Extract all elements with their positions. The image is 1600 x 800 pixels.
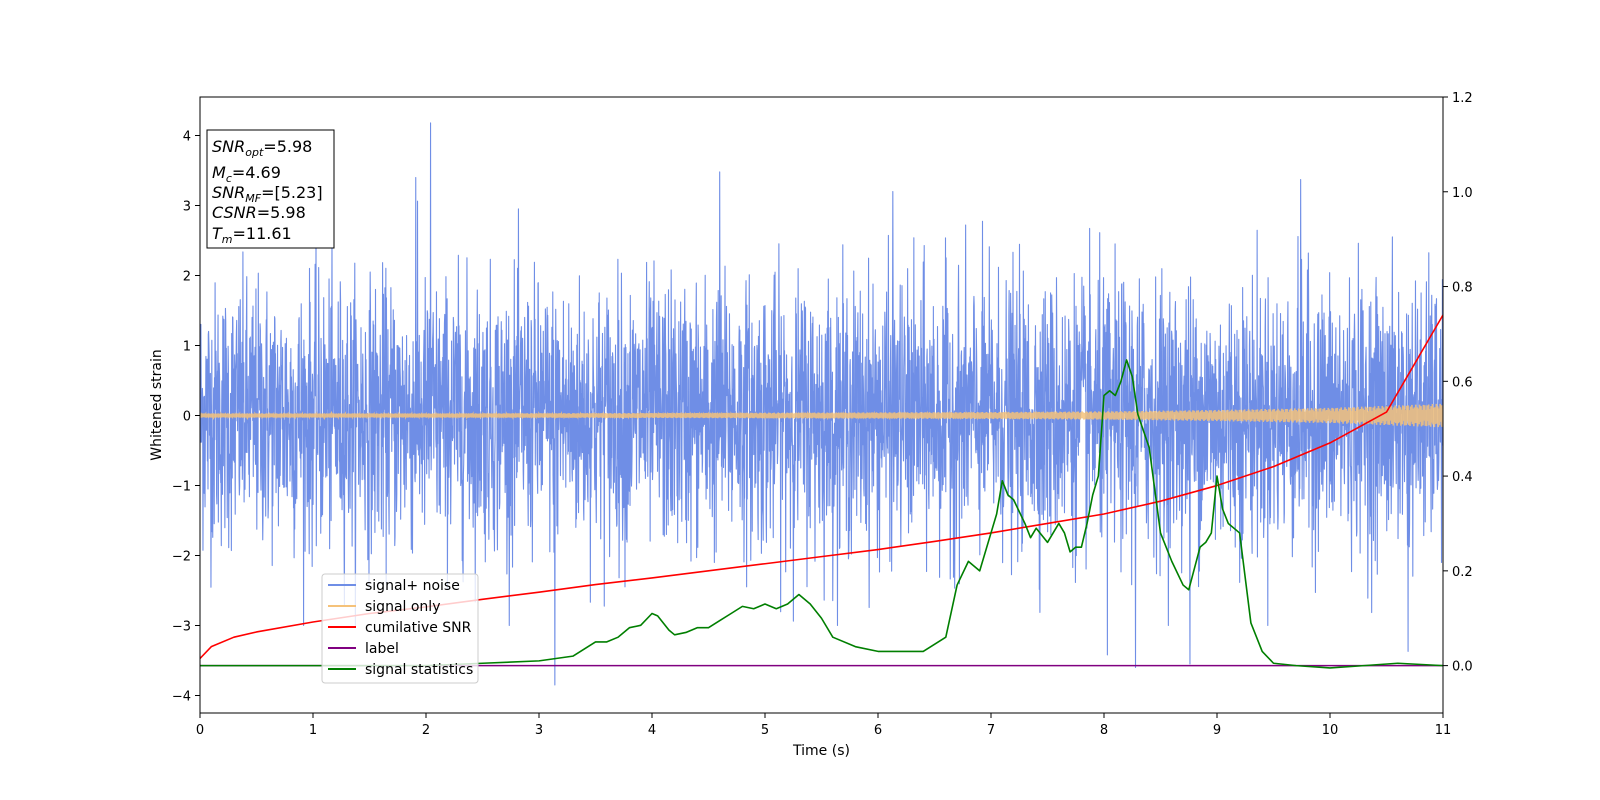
x-tick-label: 4 (648, 723, 656, 738)
x-tick-label: 11 (1435, 723, 1452, 738)
x-axis-label: Time (s) (792, 743, 850, 759)
y-left-tick-label: 1 (183, 340, 191, 355)
y-left-tick-label: −2 (172, 550, 191, 565)
y-left-tick-label: −3 (172, 620, 191, 635)
info-symbol: SNR (212, 183, 245, 202)
info-symbol: SNR (212, 137, 245, 156)
info-line: CSNR=5.98 (212, 203, 306, 222)
y-right-tick-label: 0.2 (1452, 565, 1473, 580)
legend: signal+ noise signal only cumilative SNR la… (321, 573, 479, 684)
y-left-tick-label: −1 (172, 480, 191, 495)
info-box: SNRopt=5.98Mc=4.69SNRMF=[5.23]CSNR=5.98T… (206, 129, 335, 249)
x-tick-label: 3 (535, 723, 543, 738)
x-tick-label: 1 (309, 723, 317, 738)
y-right-tick-label: 1.0 (1452, 186, 1473, 201)
y-axis-label: Whitened strain (149, 349, 165, 460)
legend-label: label (365, 641, 399, 657)
info-subscript: m (222, 233, 233, 246)
info-symbol: T (212, 224, 223, 243)
y-left-tick-label: 0 (183, 410, 191, 425)
y-right-tick-label: 1.2 (1452, 91, 1473, 106)
legend-label: signal statistics (365, 662, 473, 678)
legend-item: signal only (328, 599, 440, 615)
info-line: Mc=4.69 (212, 163, 281, 185)
info-symbol: CSNR (212, 203, 257, 222)
y-left-tick-label: 3 (183, 200, 191, 215)
info-value: =11.61 (233, 224, 292, 243)
y-axis-right: 0.0 0.2 0.4 0.6 0.8 1.0 1.2 (1443, 91, 1473, 675)
y-axis-left: −4 −3 −2 −1 0 1 2 3 4 (172, 130, 200, 705)
legend-frame (321, 573, 479, 684)
info-line: Tm=11.61 (212, 224, 292, 246)
info-value: =4.69 (232, 163, 281, 182)
x-tick-label: 6 (874, 723, 882, 738)
x-tick-label: 2 (422, 723, 430, 738)
legend-item: label (328, 641, 399, 657)
info-value: =5.98 (263, 137, 312, 156)
x-tick-label: 5 (761, 723, 769, 738)
info-subscript: opt (245, 146, 264, 159)
info-subscript: c (226, 172, 232, 185)
legend-label: signal+ noise (365, 578, 460, 594)
info-box-frame (206, 129, 335, 249)
legend-item: cumilative SNR (328, 620, 472, 636)
series-cumilative-snr (200, 314, 1443, 660)
series-signal-only (200, 403, 1443, 428)
y-left-tick-label: 2 (183, 270, 191, 285)
legend-item: signal statistics (328, 662, 473, 678)
info-subscript: MF (245, 192, 261, 205)
y-left-tick-label: 4 (183, 130, 191, 145)
y-left-tick-label: −4 (172, 690, 191, 705)
y-right-tick-label: 0.6 (1452, 375, 1473, 390)
x-tick-label: 10 (1322, 723, 1339, 738)
legend-item: signal+ noise (328, 578, 460, 594)
x-tick-label: 7 (987, 723, 995, 738)
x-tick-label: 0 (196, 723, 204, 738)
info-value: =[5.23] (261, 183, 323, 202)
legend-label: cumilative SNR (365, 620, 472, 636)
info-line: SNRopt=5.98 (212, 137, 312, 159)
x-tick-label: 8 (1100, 723, 1108, 738)
info-line: SNRMF=[5.23] (212, 183, 323, 205)
legend-label: signal only (365, 599, 440, 615)
x-axis: 0 1 2 3 4 5 6 7 8 9 10 11 (196, 713, 1451, 738)
info-value: =5.98 (257, 203, 306, 222)
plot-area-frame (199, 96, 1444, 714)
series-signal-statistics (200, 359, 1443, 669)
y-right-tick-label: 0.4 (1452, 470, 1473, 485)
info-symbol: M (212, 163, 226, 182)
y-right-tick-label: 0.0 (1452, 660, 1473, 675)
x-tick-label: 9 (1213, 723, 1221, 738)
y-right-tick-label: 0.8 (1452, 281, 1473, 296)
